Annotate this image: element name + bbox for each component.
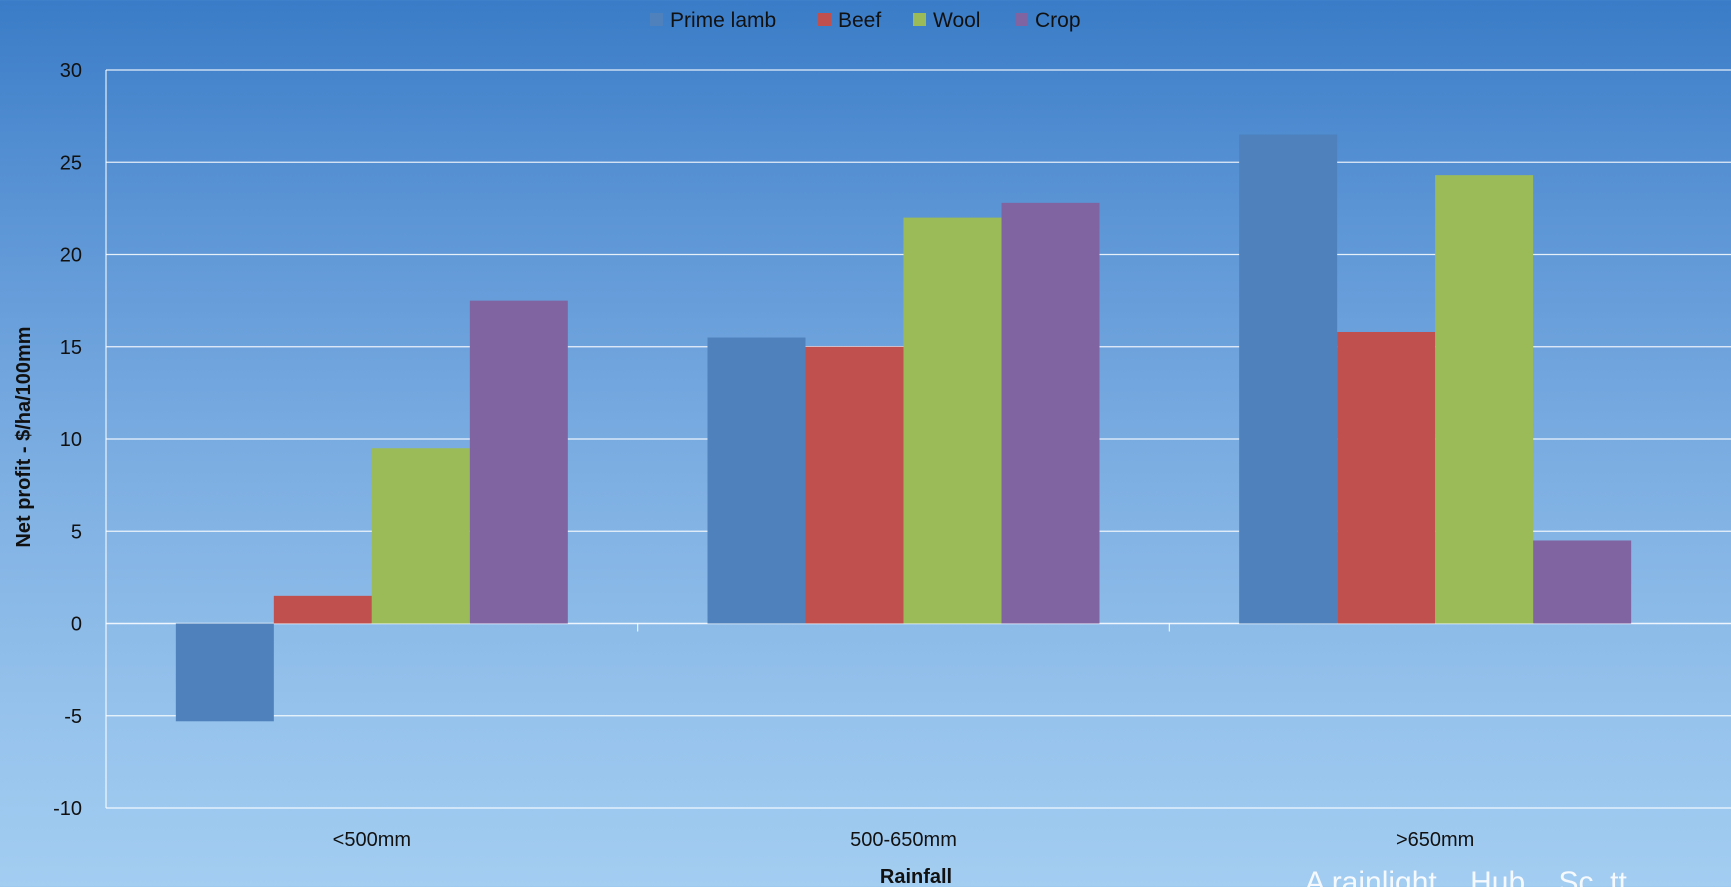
- y-tick-label: 30: [60, 60, 82, 82]
- x-category-labels: <500mm 500-650mm >650mm: [333, 829, 1475, 851]
- y-tick-label: 5: [71, 521, 82, 543]
- legend-item: Crop: [1015, 9, 1081, 32]
- bar-wool: [903, 217, 1002, 624]
- legend-label: Wool: [933, 9, 980, 32]
- bar-prime-lamb: [175, 623, 274, 722]
- bar-wool: [371, 448, 470, 624]
- x-category-label: >650mm: [1396, 829, 1474, 851]
- y-tick-label: -5: [64, 706, 82, 728]
- legend-label: Beef: [838, 9, 881, 32]
- bar-prime-lamb: [1239, 134, 1338, 624]
- bar-crop: [1533, 540, 1632, 624]
- axes: [105, 70, 1170, 808]
- bar-beef: [805, 346, 904, 624]
- bar-beef: [273, 595, 372, 624]
- legend-label: Prime lamb: [670, 9, 776, 32]
- legend-swatch: [650, 13, 663, 26]
- y-axis-title: Net profit - $/ha/100mm: [13, 326, 35, 547]
- watermark-text: A rainlight... Hub... Sc..tt: [1305, 866, 1627, 887]
- legend-swatch: [1015, 13, 1028, 26]
- bar-crop: [469, 300, 568, 624]
- bar-beef: [1337, 331, 1436, 624]
- y-tick-label: 10: [60, 429, 82, 451]
- legend-swatch: [913, 13, 926, 26]
- legend-item: Prime lamb: [650, 9, 776, 32]
- x-axis-title: Rainfall: [880, 866, 952, 887]
- x-category-label: 500-650mm: [850, 829, 957, 851]
- bar-crop: [1001, 202, 1100, 624]
- y-tick-labels: -10 -5 0 5 10 15 20 25 30: [53, 60, 82, 820]
- legend-item: Beef: [818, 9, 881, 32]
- bars: [175, 134, 1632, 722]
- legend: Prime lamb Beef Wool Crop: [650, 9, 1081, 32]
- y-tick-label: 0: [71, 614, 82, 636]
- y-tick-label: 20: [60, 245, 82, 267]
- bar-prime-lamb: [707, 337, 806, 624]
- legend-swatch: [818, 13, 831, 26]
- x-category-label: <500mm: [333, 829, 411, 851]
- bar-wool: [1435, 175, 1534, 624]
- y-tick-label: 15: [60, 337, 82, 359]
- legend-item: Wool: [913, 9, 980, 32]
- y-tick-label: 25: [60, 152, 82, 174]
- legend-label: Crop: [1035, 9, 1081, 32]
- y-tick-label: -10: [53, 798, 82, 820]
